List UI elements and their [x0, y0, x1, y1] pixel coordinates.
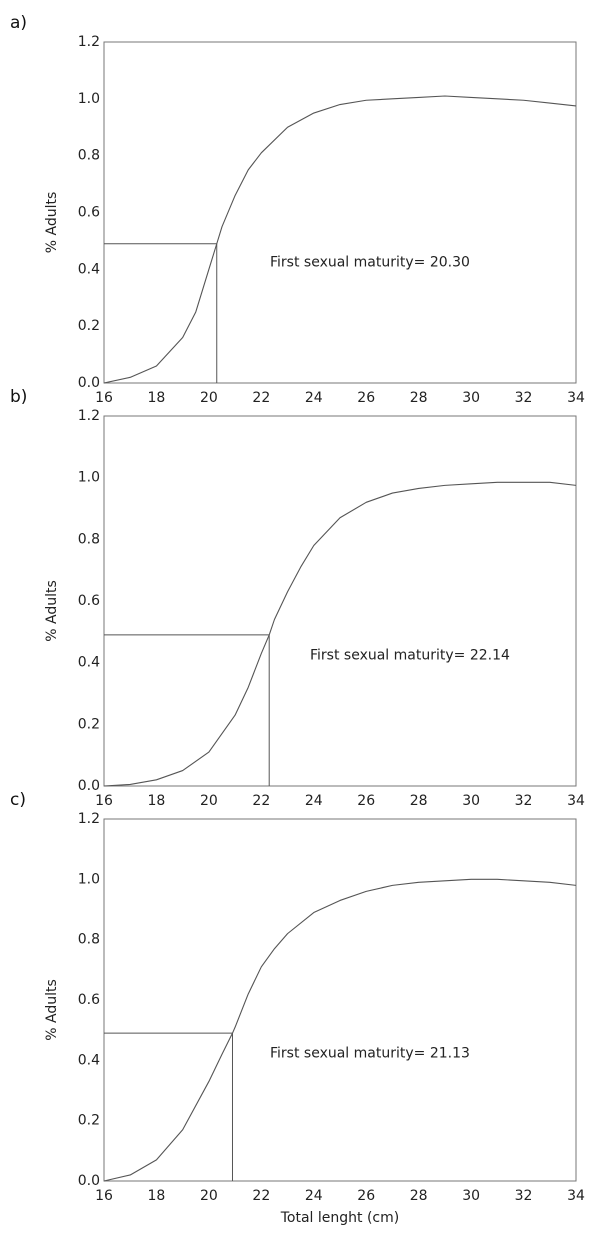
x-tick-label: 26 [357, 390, 375, 406]
y-tick-label: 1.2 [78, 34, 100, 50]
x-tick-label: 18 [148, 793, 166, 809]
x-tick-label: 26 [357, 1188, 375, 1204]
maturity-annotation: First sexual maturity= 21.13 [270, 1045, 470, 1061]
maturity-curve [103, 95, 577, 384]
maturity-curve [103, 878, 577, 1182]
chart-panel-1: a) 0.0 0.2 0.4 0.6 0.8 1.0 1.2 16 18 20 22 24 26 28 30 3… [10, 13, 585, 406]
y-tick-label: 0.2 [78, 318, 100, 334]
x-tick-label: 18 [148, 1188, 166, 1204]
x-tick-label: 32 [515, 390, 533, 406]
maturity-curve [103, 481, 577, 787]
x-tick-label: 24 [305, 793, 323, 809]
y-tick-label: 0.0 [78, 1173, 100, 1189]
y-tick-label: 0.6 [78, 992, 100, 1008]
x-tick-label: 16 [95, 390, 113, 406]
x-tick-label: 28 [410, 793, 428, 809]
y-tick-label: 0.4 [78, 655, 100, 671]
x-tick-label: 32 [515, 793, 533, 809]
x-tick-label: 24 [305, 390, 323, 406]
y-tick-label: 0.6 [78, 593, 100, 609]
y-tick-label: 0.2 [78, 716, 100, 732]
x-tick-label: 24 [305, 1188, 323, 1204]
x-tick-label: 28 [410, 1188, 428, 1204]
chart-panel-2: b) 0.0 0.2 0.4 0.6 0.8 1.0 1.2 16 18 20 22 24 26 28 30 3… [10, 387, 585, 809]
y-tick-label: 1.2 [78, 408, 100, 424]
x-tick-label: 22 [252, 1188, 270, 1204]
y-tick-label: 1.0 [78, 470, 100, 486]
x-tick-label: 32 [515, 1188, 533, 1204]
y-axis-label: % Adults [44, 580, 60, 642]
maturity-annotation: First sexual maturity= 20.30 [270, 254, 470, 270]
y-tick-label: 0.4 [78, 1052, 100, 1068]
y-axis-label: % Adults [44, 192, 60, 254]
x-tick-label: 18 [148, 390, 166, 406]
chart-panel-3: c) 0.0 0.2 0.4 0.6 0.8 1.0 1.2 16 18 20 22 24 26 28 30 3… [10, 790, 585, 1226]
y-tick-label: 0.0 [78, 778, 100, 794]
x-tick-label: 30 [462, 793, 480, 809]
panel-label: b) [10, 387, 27, 407]
y-tick-label: 1.0 [78, 871, 100, 887]
y-tick-label: 0.0 [78, 375, 100, 391]
x-tick-label: 30 [462, 390, 480, 406]
x-tick-label: 20 [200, 390, 218, 406]
y-tick-label: 0.2 [78, 1113, 100, 1129]
y-tick-label: 0.4 [78, 261, 100, 277]
x-tick-label: 26 [357, 793, 375, 809]
y-tick-label: 1.2 [78, 811, 100, 827]
x-tick-label: 30 [462, 1188, 480, 1204]
y-tick-label: 0.8 [78, 932, 100, 948]
x-tick-label: 20 [200, 793, 218, 809]
x-tick-label: 22 [252, 793, 270, 809]
y-tick-label: 0.8 [78, 148, 100, 164]
x-tick-label: 16 [95, 793, 113, 809]
y-axis-label: % Adults [44, 979, 60, 1041]
y-tick-label: 1.0 [78, 91, 100, 107]
panel-label: c) [10, 790, 26, 810]
y-tick-label: 0.6 [78, 205, 100, 221]
x-tick-label: 28 [410, 390, 428, 406]
plot-frame [103, 415, 577, 787]
x-tick-label: 22 [252, 390, 270, 406]
x-tick-label: 34 [567, 390, 585, 406]
x-axis-label: Total lenght (cm) [280, 1210, 399, 1226]
x-tick-label: 16 [95, 1188, 113, 1204]
x-tick-label: 20 [200, 1188, 218, 1204]
plot-frame [103, 41, 577, 384]
panel-label: a) [10, 13, 27, 33]
x-tick-label: 34 [567, 793, 585, 809]
y-tick-label: 0.8 [78, 531, 100, 547]
plot-frame [103, 818, 577, 1182]
maturity-annotation: First sexual maturity= 22.14 [310, 648, 510, 664]
x-tick-label: 34 [567, 1188, 585, 1204]
